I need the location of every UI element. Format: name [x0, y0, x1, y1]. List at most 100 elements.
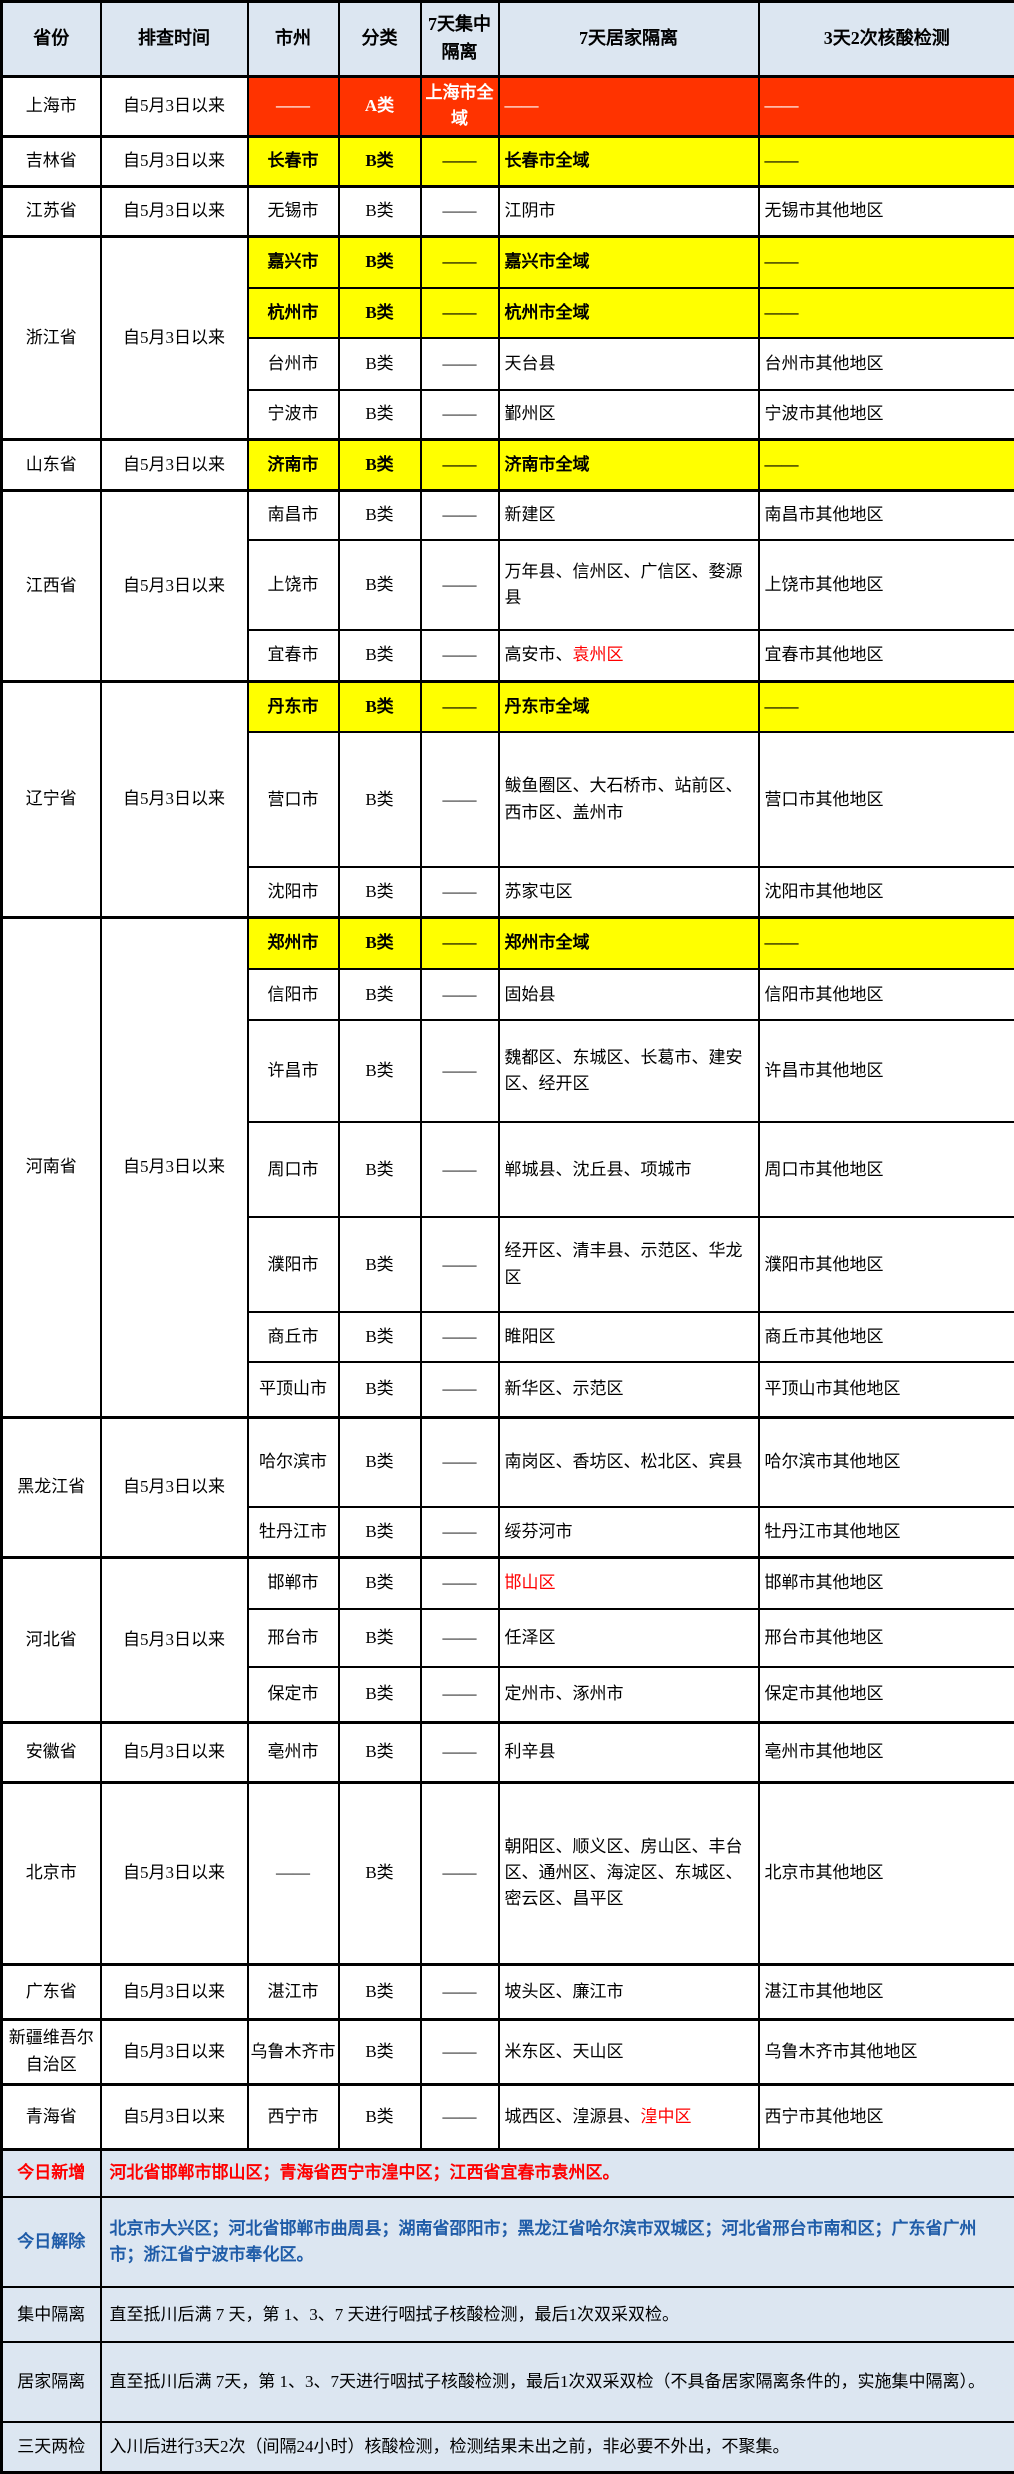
screening-time-cell: 自5月3日以来 [101, 2084, 248, 2149]
screening-time-cell: 自5月3日以来 [101, 1417, 248, 1557]
class-cell: B类 [339, 630, 421, 681]
central-quarantine-cell: —— [421, 681, 499, 732]
province-cell: 山东省 [2, 439, 101, 490]
home-quarantine-cell: 济南市全域 [499, 439, 759, 490]
home-quarantine-cell: 鲅鱼圈区、大石桥市、站前区、西市区、盖州市 [499, 732, 759, 867]
class-cell: B类 [339, 681, 421, 732]
city-cell: 亳州市 [248, 1722, 339, 1782]
city-cell: 保定市 [248, 1667, 339, 1722]
class-cell: B类 [339, 1609, 421, 1667]
home-quarantine-cell: 江阴市 [499, 186, 759, 236]
screening-time-cell: 自5月3日以来 [101, 681, 248, 917]
district-text: —— [505, 96, 539, 115]
home-quarantine-cell: 高安市、袁州区 [499, 630, 759, 681]
home-quarantine-cell: 新建区 [499, 490, 759, 540]
nucleic-test-cell: 平顶山市其他地区 [759, 1362, 1014, 1417]
class-cell: B类 [339, 490, 421, 540]
central-quarantine-cell: —— [421, 540, 499, 630]
alert-district-text: 邯山区 [505, 1573, 556, 1592]
central-quarantine-cell: —— [421, 1782, 499, 1964]
nucleic-test-cell: 信阳市其他地区 [759, 969, 1014, 1020]
province-cell: 河南省 [2, 917, 101, 1417]
nucleic-test-cell: 北京市其他地区 [759, 1782, 1014, 1964]
central-quarantine-cell: —— [421, 867, 499, 917]
class-cell: B类 [339, 1312, 421, 1362]
district-text: 魏都区、东城区、长葛市、建安区、经开区 [505, 1048, 743, 1093]
legend-content: 北京市大兴区；河北省邯郸市曲周县；湖南省邵阳市；黑龙江省哈尔滨市双城区；河北省邢… [101, 2197, 1014, 2287]
home-quarantine-cell: 南岗区、香坊区、松北区、宾县 [499, 1417, 759, 1507]
district-text: 长春市全域 [505, 151, 590, 170]
central-quarantine-cell: —— [421, 186, 499, 236]
class-cell: B类 [339, 288, 421, 338]
central-quarantine-cell: —— [421, 1557, 499, 1609]
legend-row: 今日解除北京市大兴区；河北省邯郸市曲周县；湖南省邵阳市；黑龙江省哈尔滨市双城区；… [2, 2197, 1014, 2287]
col-header-home-quarantine: 7天居家隔离 [499, 2, 759, 77]
home-quarantine-cell: —— [499, 77, 759, 137]
col-header-screening-time: 排查时间 [101, 2, 248, 77]
district-text: 郑州市全域 [505, 933, 590, 952]
home-quarantine-cell: 新华区、示范区 [499, 1362, 759, 1417]
class-cell: B类 [339, 390, 421, 439]
class-cell: B类 [339, 540, 421, 630]
city-cell: 嘉兴市 [248, 236, 339, 288]
province-cell: 新疆维吾尔自治区 [2, 2019, 101, 2084]
district-text: 任泽区 [505, 1628, 556, 1647]
class-cell: B类 [339, 1667, 421, 1722]
nucleic-test-cell: —— [759, 136, 1014, 186]
class-cell: B类 [339, 1020, 421, 1122]
legend-label: 今日新增 [2, 2149, 101, 2197]
city-cell: 西宁市 [248, 2084, 339, 2149]
legend-row: 三天两检入川后进行3天2次（间隔24小时）核酸检测，检测结果未出之前，非必要不外… [2, 2422, 1014, 2472]
nucleic-test-cell: 邯郸市其他地区 [759, 1557, 1014, 1609]
class-cell: A类 [339, 77, 421, 137]
province-cell: 辽宁省 [2, 681, 101, 917]
province-cell: 上海市 [2, 77, 101, 137]
legend-label: 三天两检 [2, 2422, 101, 2472]
home-quarantine-cell: 邯山区 [499, 1557, 759, 1609]
district-text: 鲅鱼圈区、大石桥市、站前区、西市区、盖州市 [505, 776, 743, 821]
nucleic-test-cell: —— [759, 288, 1014, 338]
legend-content: 直至抵川后满 7 天，第 1、3、7 天进行咽拭子核酸检测，最后1次双采双检。 [101, 2287, 1014, 2342]
class-cell: B类 [339, 236, 421, 288]
legend-content: 直至抵川后满 7天，第 1、3、7天进行咽拭子核酸检测，最后1次双采双检（不具备… [101, 2342, 1014, 2422]
central-quarantine-cell: —— [421, 439, 499, 490]
class-cell: B类 [339, 186, 421, 236]
col-header-province: 省份 [2, 2, 101, 77]
legend-row: 集中隔离直至抵川后满 7 天，第 1、3、7 天进行咽拭子核酸检测，最后1次双采… [2, 2287, 1014, 2342]
district-text: 睢阳区 [505, 1327, 556, 1346]
central-quarantine-cell: —— [421, 630, 499, 681]
home-quarantine-cell: 朝阳区、顺义区、房山区、丰台区、通州区、海淀区、东城区、密云区、昌平区 [499, 1782, 759, 1964]
nucleic-test-cell: 沈阳市其他地区 [759, 867, 1014, 917]
legend-content: 入川后进行3天2次（间隔24小时）核酸检测，检测结果未出之前，非必要不外出，不聚… [101, 2422, 1014, 2472]
class-cell: B类 [339, 2019, 421, 2084]
col-header-central-quarantine: 7天集中隔离 [421, 2, 499, 77]
home-quarantine-cell: 郑州市全域 [499, 917, 759, 969]
nucleic-test-cell: —— [759, 236, 1014, 288]
central-quarantine-cell: —— [421, 136, 499, 186]
home-quarantine-cell: 苏家屯区 [499, 867, 759, 917]
home-quarantine-cell: 固始县 [499, 969, 759, 1020]
district-text: 高安市、 [505, 645, 573, 664]
district-text: 坡头区、廉江市 [505, 1982, 624, 2001]
home-quarantine-cell: 长春市全域 [499, 136, 759, 186]
central-quarantine-cell: —— [421, 236, 499, 288]
nucleic-test-cell: 哈尔滨市其他地区 [759, 1417, 1014, 1507]
district-text: 苏家屯区 [505, 882, 573, 901]
central-quarantine-cell: —— [421, 1964, 499, 2019]
city-cell: 杭州市 [248, 288, 339, 338]
province-cell: 北京市 [2, 1782, 101, 1964]
city-cell: 哈尔滨市 [248, 1417, 339, 1507]
central-quarantine-cell: —— [421, 2084, 499, 2149]
central-quarantine-cell: —— [421, 338, 499, 390]
table-footer-legend: 今日新增河北省邯郸市邯山区；青海省西宁市湟中区；江西省宜春市袁州区。今日解除北京… [2, 2149, 1014, 2472]
province-cell: 河北省 [2, 1557, 101, 1722]
screening-time-cell: 自5月3日以来 [101, 917, 248, 1417]
home-quarantine-cell: 杭州市全域 [499, 288, 759, 338]
class-cell: B类 [339, 439, 421, 490]
